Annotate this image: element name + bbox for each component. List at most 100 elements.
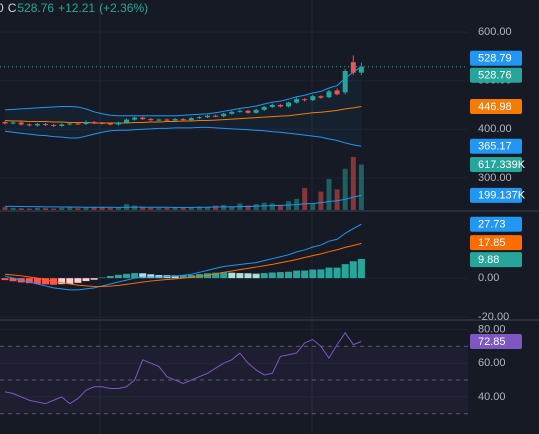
- histogram-bar: [341, 264, 349, 279]
- y-tick-label: 80.00: [478, 323, 506, 335]
- volume-bar: [326, 179, 332, 210]
- candle-body: [180, 119, 186, 121]
- histogram-bar: [244, 273, 252, 279]
- price-tag: [470, 252, 522, 268]
- volume-bar: [277, 204, 283, 210]
- candle-body: [245, 110, 251, 113]
- histogram-bar: [179, 275, 187, 279]
- histogram-bar: [317, 269, 325, 279]
- macd-line: [4, 223, 362, 291]
- volume-bar: [2, 207, 8, 210]
- price-tag: [470, 98, 522, 114]
- price-tag-label: 27.73: [478, 219, 506, 231]
- price-tag: [470, 235, 522, 251]
- histogram-bar: [131, 273, 139, 279]
- volume-bar: [99, 207, 105, 210]
- candle-body: [156, 119, 162, 121]
- candle-body: [358, 66, 364, 73]
- volume-ma: [4, 194, 362, 208]
- price-tag: [470, 50, 522, 66]
- candle-body: [43, 123, 48, 125]
- volume-bar: [83, 207, 89, 210]
- candle-body: [294, 99, 300, 103]
- histogram-bar: [147, 274, 155, 279]
- volume-bar: [342, 168, 348, 210]
- candle-body: [51, 124, 57, 126]
- candle-body: [99, 122, 105, 124]
- volume-bar: [91, 207, 97, 210]
- price-tag-label: 446.98: [478, 101, 512, 113]
- candle-body: [229, 111, 235, 114]
- histogram-bar: [236, 273, 244, 279]
- price-tag: [470, 187, 522, 203]
- volume-bar: [156, 208, 162, 210]
- y-tick-label: 400.00: [478, 123, 512, 135]
- volume-bar: [310, 203, 316, 210]
- candle-body: [107, 123, 113, 125]
- candle-body: [213, 115, 219, 117]
- price-tag-label: 72.85: [478, 336, 506, 348]
- histogram-bar: [1, 278, 9, 281]
- price-tag: [470, 138, 522, 154]
- candle-body: [132, 117, 138, 120]
- histogram-bar: [309, 269, 317, 279]
- histogram-bar: [171, 275, 179, 279]
- histogram-bar: [114, 274, 122, 279]
- histogram-bar: [66, 278, 74, 284]
- volume-bar: [269, 203, 275, 210]
- ohlc-header: 0 C528.76 +12.21 (+2.36%): [0, 0, 152, 16]
- volume-bar: [172, 207, 178, 210]
- histogram-bar: [220, 272, 228, 279]
- histogram-bar: [276, 272, 284, 279]
- histogram-bar: [82, 278, 90, 282]
- rsi-line: [4, 331, 362, 405]
- candle-body: [269, 105, 275, 107]
- volume-bar: [350, 156, 356, 210]
- histogram-bar: [33, 278, 41, 284]
- volume-bar: [18, 208, 24, 210]
- volume-bar: [286, 201, 291, 210]
- volume-bar: [196, 206, 202, 210]
- histogram-bar: [260, 273, 268, 279]
- volume-bar: [34, 207, 40, 210]
- histogram-bar: [155, 275, 163, 279]
- volume-bar: [43, 208, 48, 210]
- histogram-bar: [123, 273, 130, 279]
- y-tick-label: 60.00: [478, 357, 506, 369]
- candle-body: [221, 113, 227, 117]
- candle-body: [205, 115, 210, 118]
- volume-bar: [67, 207, 73, 210]
- band-basis: [4, 105, 362, 124]
- candle-body: [148, 119, 154, 121]
- histogram-bar: [285, 271, 292, 279]
- histogram-bar: [325, 267, 333, 279]
- histogram-bar: [139, 273, 147, 279]
- volume-bar: [188, 207, 194, 210]
- volume-bar: [51, 208, 57, 210]
- price-tag-label: 365.17: [478, 141, 512, 153]
- y-tick-label: 300.00: [478, 172, 512, 184]
- volume-bar: [75, 208, 81, 210]
- candle-body: [277, 105, 283, 107]
- candle-body: [34, 123, 40, 126]
- histogram-bar: [74, 278, 82, 283]
- candle-body: [196, 117, 202, 119]
- histogram-bar: [58, 278, 66, 285]
- price-tag: [470, 157, 522, 173]
- price-tag-label: 528.76: [478, 70, 512, 82]
- price-tag-label: 17.85: [478, 237, 506, 249]
- histogram-bar: [349, 261, 357, 279]
- histogram-bar: [212, 272, 220, 279]
- candle-body: [115, 122, 121, 125]
- candle-body: [318, 96, 324, 98]
- volume-bar: [107, 207, 113, 210]
- candle-body: [140, 117, 146, 120]
- band-fill: [5, 66, 362, 147]
- y-tick-label: 0.00: [478, 272, 499, 284]
- volume-bar: [148, 207, 154, 210]
- volume-bar: [140, 207, 146, 210]
- candle-body: [172, 119, 178, 121]
- candle-body: [302, 99, 308, 101]
- volume-bar: [164, 207, 170, 210]
